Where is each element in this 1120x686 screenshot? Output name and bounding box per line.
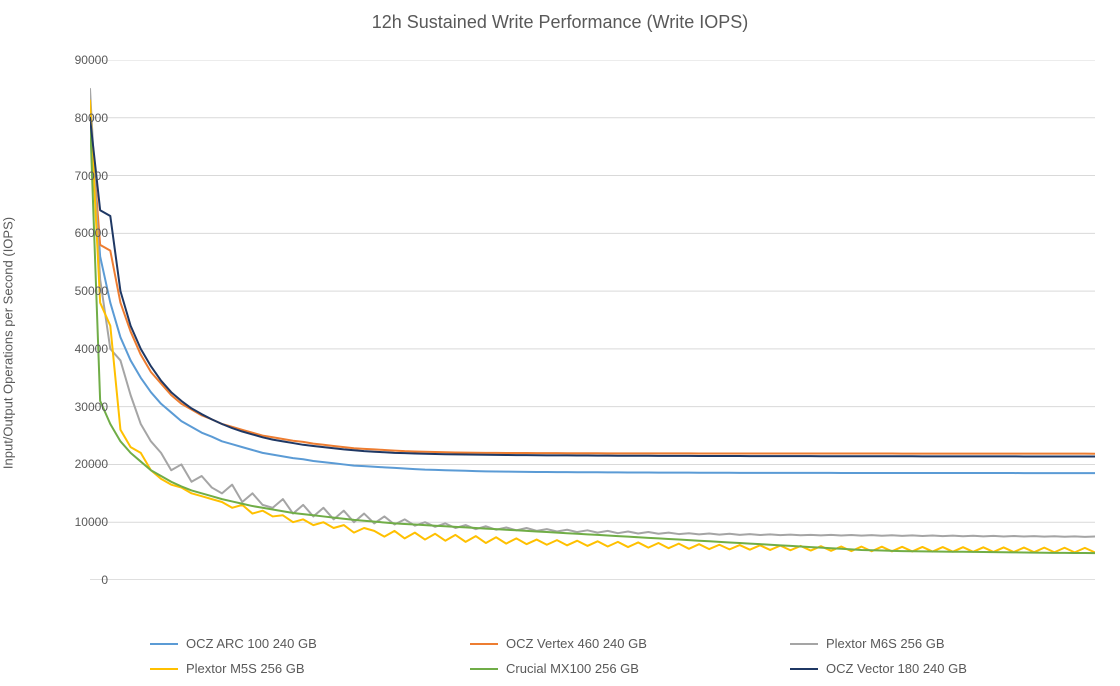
legend-item: OCZ Vertex 460 240 GB (470, 636, 770, 651)
y-tick-label: 70000 (48, 169, 108, 183)
y-tick-label: 50000 (48, 284, 108, 298)
legend-label: OCZ ARC 100 240 GB (186, 636, 317, 651)
legend-item: OCZ ARC 100 240 GB (150, 636, 450, 651)
legend-swatch (150, 668, 178, 670)
legend-label: Plextor M6S 256 GB (826, 636, 945, 651)
series-line (90, 118, 1095, 473)
y-tick-label: 60000 (48, 226, 108, 240)
series-line (90, 112, 1095, 454)
y-axis-title: Input/Output Operations per Second (IOPS… (1, 217, 16, 469)
y-tick-label: 80000 (48, 111, 108, 125)
series-line (90, 100, 1095, 552)
legend-item: Crucial MX100 256 GB (470, 661, 770, 676)
y-tick-label: 20000 (48, 457, 108, 471)
plot-area (90, 60, 1095, 580)
legend-item: Plextor M6S 256 GB (790, 636, 1090, 651)
legend: OCZ ARC 100 240 GB OCZ Vertex 460 240 GB P… (150, 636, 1090, 676)
y-tick-label: 40000 (48, 342, 108, 356)
chart-container: 12h Sustained Write Performance (Write I… (0, 0, 1120, 686)
legend-item: Plextor M5S 256 GB (150, 661, 450, 676)
legend-swatch (470, 668, 498, 670)
y-tick-label: 90000 (48, 53, 108, 67)
legend-swatch (790, 643, 818, 645)
y-tick-label: 0 (48, 573, 108, 587)
legend-label: OCZ Vertex 460 240 GB (506, 636, 647, 651)
series-line (90, 118, 1095, 553)
legend-item: OCZ Vector 180 240 GB (790, 661, 1090, 676)
legend-swatch (470, 643, 498, 645)
chart-title: 12h Sustained Write Performance (Write I… (0, 0, 1120, 33)
y-tick-label: 10000 (48, 515, 108, 529)
legend-swatch (790, 668, 818, 670)
y-tick-label: 30000 (48, 400, 108, 414)
legend-label: Plextor M5S 256 GB (186, 661, 305, 676)
legend-swatch (150, 643, 178, 645)
chart-svg (90, 60, 1095, 580)
series-line (90, 89, 1095, 537)
legend-label: OCZ Vector 180 240 GB (826, 661, 967, 676)
series-line (90, 118, 1095, 457)
legend-label: Crucial MX100 256 GB (506, 661, 639, 676)
